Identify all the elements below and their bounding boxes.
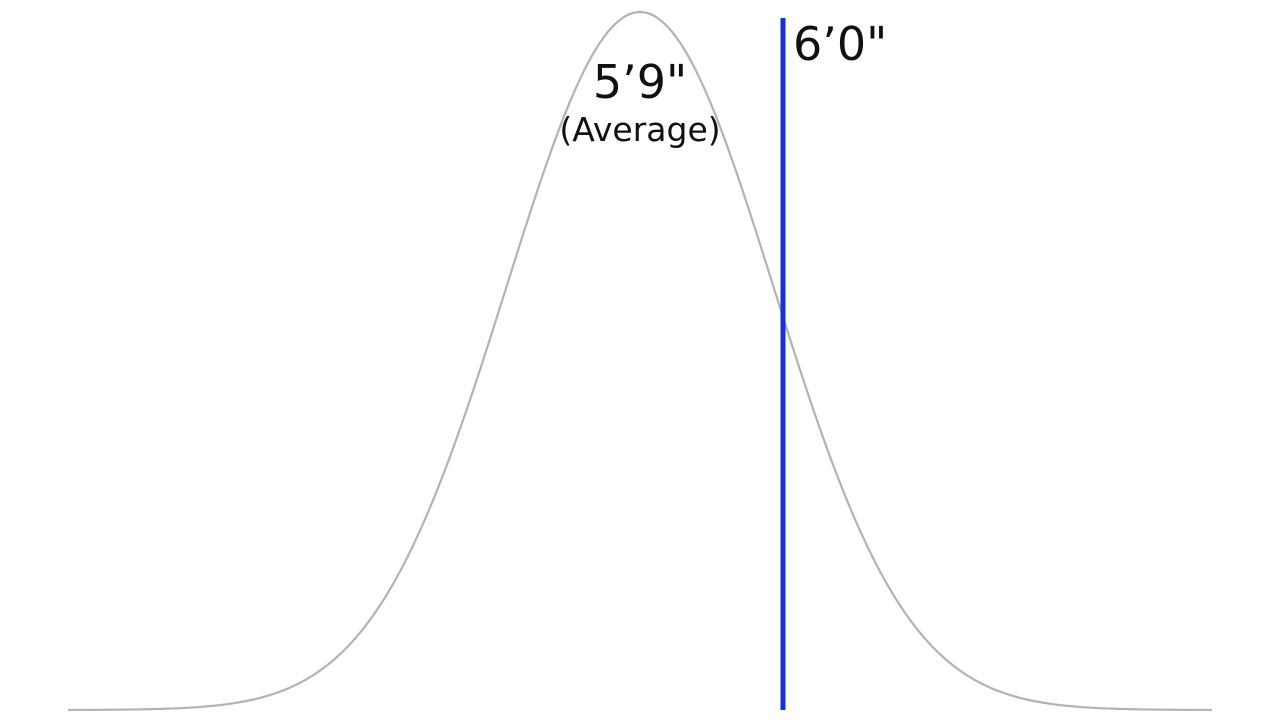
mean-label: 5’9"	[593, 55, 687, 109]
normal-distribution-curve	[67, 10, 1213, 712]
mean-sublabel: (Average)	[559, 110, 720, 149]
marker-label: 6’0"	[793, 17, 887, 71]
